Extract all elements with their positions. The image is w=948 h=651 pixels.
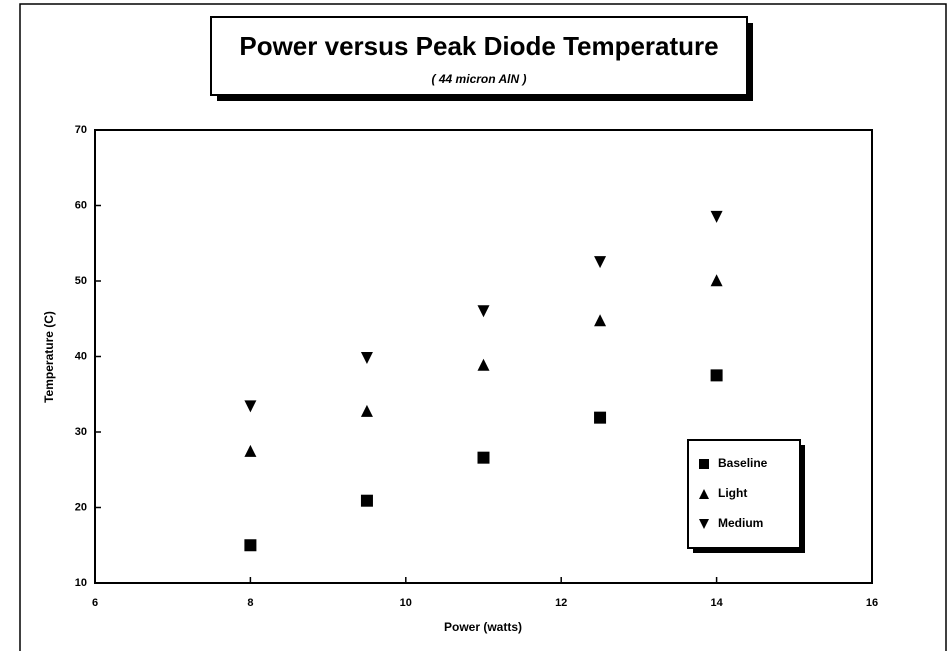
marker	[710, 369, 723, 382]
marker	[594, 314, 607, 327]
marker	[710, 210, 723, 223]
y-tick-label: 10	[75, 577, 87, 589]
chart-title: Power versus Peak Diode Temperature	[239, 31, 718, 61]
marker	[477, 305, 490, 318]
marker	[699, 519, 709, 529]
marker	[699, 459, 709, 469]
marker	[710, 274, 723, 287]
y-tick-label: 20	[75, 501, 87, 513]
marker	[360, 494, 373, 507]
x-tick-label: 10	[400, 597, 412, 609]
marker	[244, 400, 257, 413]
marker	[699, 489, 709, 499]
y-tick-label: 50	[75, 275, 87, 287]
marker	[244, 539, 257, 552]
marker	[360, 352, 373, 365]
x-tick-label: 6	[92, 597, 98, 609]
y-tick-label: 70	[75, 124, 87, 136]
y-tick-label: 60	[75, 199, 87, 211]
marker	[594, 256, 607, 269]
marker	[244, 444, 257, 457]
chart-subtitle: ( 44 micron AlN )	[432, 72, 527, 86]
legend-label: Medium	[718, 516, 763, 530]
x-tick-label: 8	[247, 597, 253, 609]
marker	[477, 358, 490, 371]
y-axis-label: Temperature (C)	[42, 311, 56, 403]
marker	[477, 451, 490, 464]
legend-label: Light	[718, 486, 747, 500]
y-tick-label: 40	[75, 350, 87, 362]
legend-box	[687, 439, 801, 549]
x-tick-label: 16	[866, 597, 878, 609]
x-axis-label: Power (watts)	[444, 620, 522, 634]
title-box	[210, 16, 748, 96]
frame	[19, 3, 947, 651]
y-tick-label: 30	[75, 426, 87, 438]
legend-label: Baseline	[718, 456, 768, 470]
x-tick-label: 12	[555, 597, 567, 609]
marker	[594, 411, 607, 424]
x-tick-label: 14	[710, 597, 723, 609]
marker	[360, 404, 373, 417]
